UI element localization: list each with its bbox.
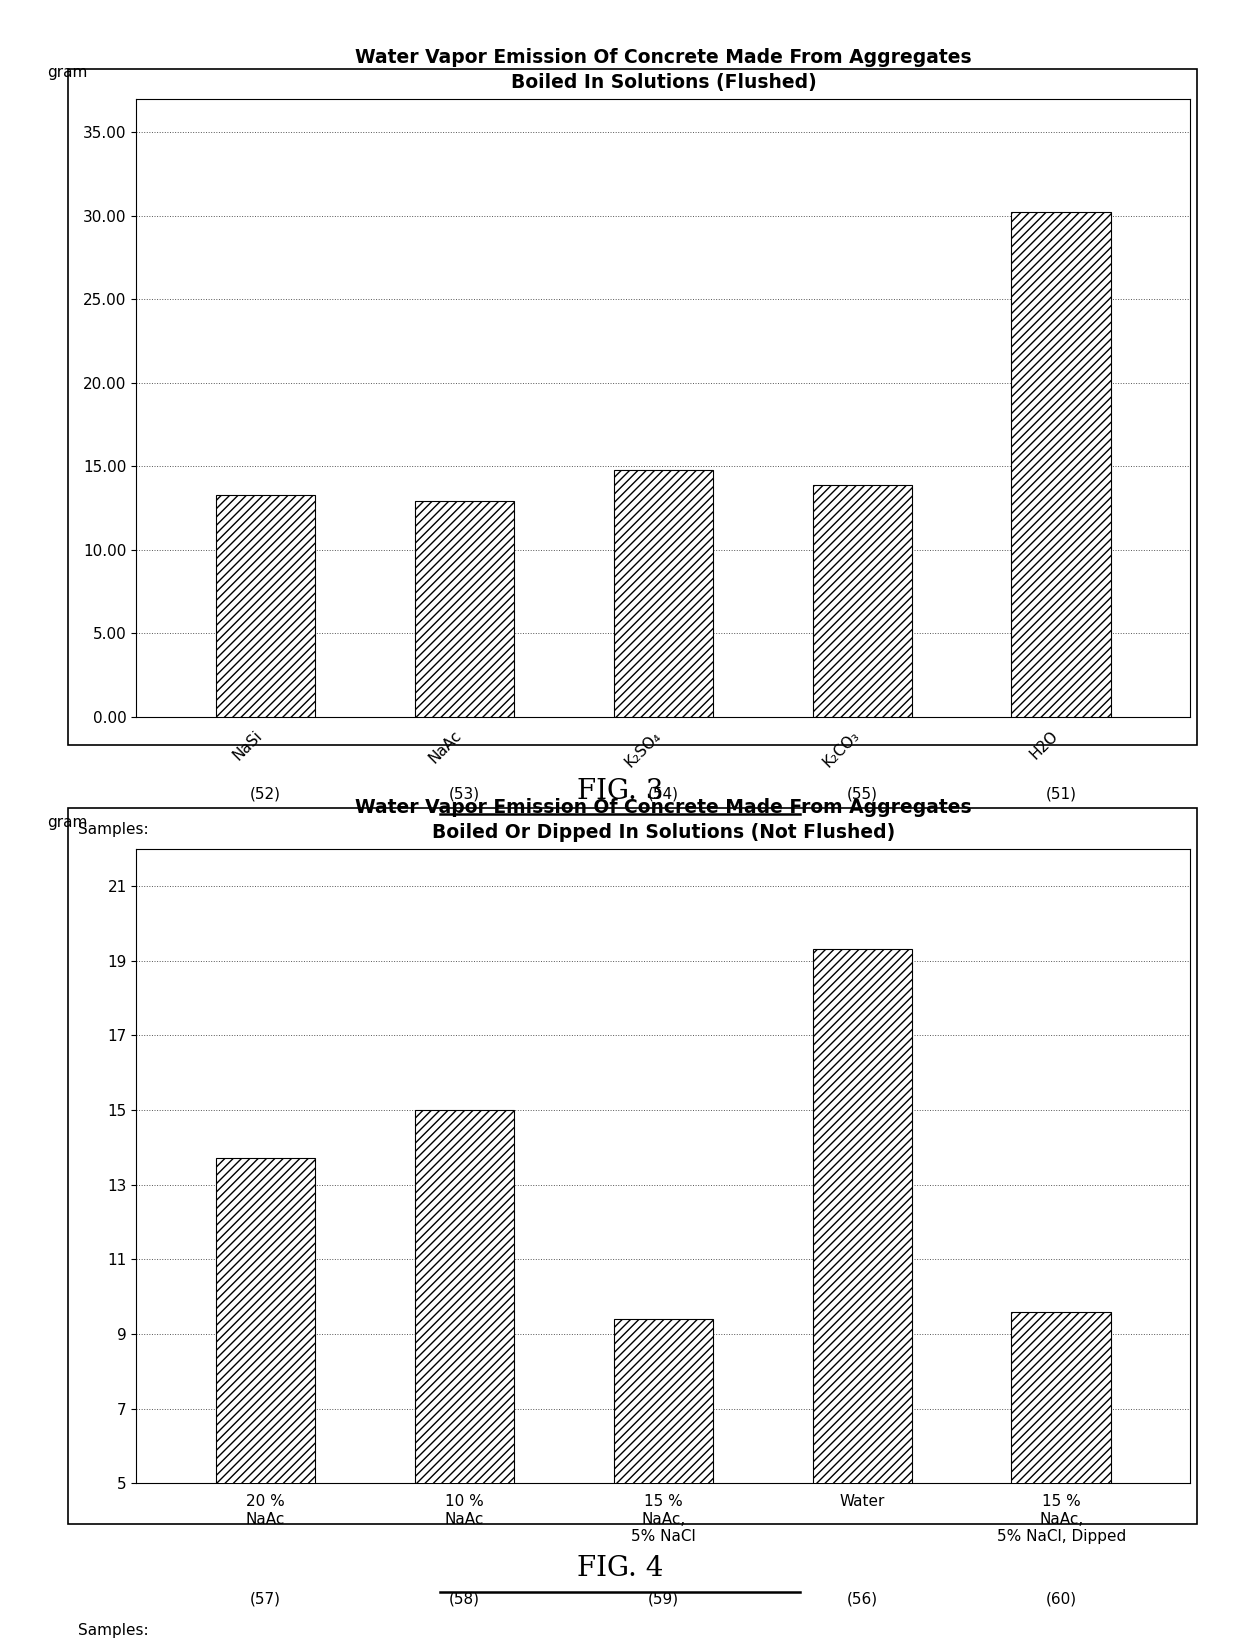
Bar xyxy=(415,501,515,717)
Text: 15 %
NaAc,
5% NaCl, Dipped: 15 % NaAc, 5% NaCl, Dipped xyxy=(997,1495,1126,1544)
Text: Water: Water xyxy=(839,1495,885,1510)
Text: (56): (56) xyxy=(847,1592,878,1607)
Text: (58): (58) xyxy=(449,1592,480,1607)
Bar xyxy=(614,470,713,717)
Text: (52): (52) xyxy=(250,786,281,801)
Bar xyxy=(614,1318,713,1648)
Text: FIG. 4: FIG. 4 xyxy=(577,1556,663,1582)
Bar xyxy=(415,1111,515,1648)
Bar xyxy=(216,494,315,717)
Text: H2O: H2O xyxy=(1027,728,1061,761)
Title: Water Vapor Emission Of Concrete Made From Aggregates
Boiled In Solutions (Flush: Water Vapor Emission Of Concrete Made Fr… xyxy=(355,48,972,92)
Text: K₂CO₃: K₂CO₃ xyxy=(820,728,862,770)
Bar xyxy=(216,1159,315,1648)
Text: NaAc: NaAc xyxy=(427,728,465,766)
Bar xyxy=(812,949,911,1648)
Text: (53): (53) xyxy=(449,786,480,801)
Bar xyxy=(812,485,911,717)
Text: Samples:: Samples: xyxy=(78,822,149,837)
Text: FIG. 3: FIG. 3 xyxy=(577,778,663,804)
Text: (55): (55) xyxy=(847,786,878,801)
Text: Samples:: Samples: xyxy=(78,1623,149,1638)
Text: (60): (60) xyxy=(1045,1592,1076,1607)
Title: Water Vapor Emission Of Concrete Made From Aggregates
Boiled Or Dipped In Soluti: Water Vapor Emission Of Concrete Made Fr… xyxy=(355,798,972,842)
Text: NaSi: NaSi xyxy=(231,728,265,763)
Text: (51): (51) xyxy=(1045,786,1076,801)
Text: 10 %
NaAc: 10 % NaAc xyxy=(445,1495,484,1526)
Text: gram: gram xyxy=(47,814,87,829)
Text: (54): (54) xyxy=(647,786,678,801)
Text: 15 %
NaAc,
5% NaCl: 15 % NaAc, 5% NaCl xyxy=(631,1495,696,1544)
Text: 20 %
NaAc: 20 % NaAc xyxy=(246,1495,285,1526)
Text: gram: gram xyxy=(47,66,87,81)
Text: (59): (59) xyxy=(647,1592,680,1607)
Bar xyxy=(1012,213,1111,717)
Text: K₂SO₄: K₂SO₄ xyxy=(621,728,663,770)
Bar xyxy=(1012,1312,1111,1648)
Text: (57): (57) xyxy=(250,1592,281,1607)
